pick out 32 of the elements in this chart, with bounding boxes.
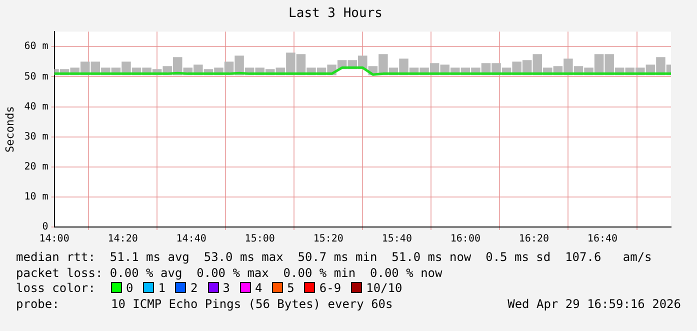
text: 6-9 — [319, 281, 342, 295]
chart-title: Last 3 Hours — [288, 6, 382, 22]
text: 10/10 — [366, 281, 402, 295]
text: probe: — [16, 296, 60, 312]
text: 4 — [254, 281, 262, 295]
x-tick-label: 16:00 — [450, 234, 480, 245]
y-tick-label: 30 m — [24, 131, 48, 142]
x-tick-label: 14:40 — [176, 234, 206, 245]
x-tick-label: 14:00 — [39, 234, 70, 245]
text: packet loss: 0.00 % avg 0.00 % max 0.00 % min 0.00 % now — [16, 266, 442, 280]
y-tick-label: 10 m — [24, 192, 48, 203]
text: 1 — [158, 281, 166, 295]
text: 0 — [126, 281, 134, 295]
y-tick-label: 0 — [42, 222, 48, 233]
text: Wed Apr 29 16:59:16 2026 — [508, 296, 681, 312]
text: median rtt: 51.1 ms avg 53.0 ms max 50.7 ms min 51.0 ms now 0.5 ms sd 107.6 am/s — [16, 250, 652, 264]
x-tick-label: 16:40 — [587, 234, 618, 245]
text: 3 — [222, 281, 230, 295]
x-tick-label: 16:20 — [518, 234, 549, 245]
text: 10 ICMP Echo Pings (56 Bytes) every 60s — [111, 296, 393, 310]
y-tick-label: 40 m — [24, 101, 48, 112]
text: loss color: — [16, 281, 96, 296]
y-axis-title: Seconds — [3, 106, 16, 152]
y-tick-label: 60 m — [24, 41, 48, 52]
x-tick-label: 14:20 — [108, 234, 138, 245]
y-tick-label: 50 m — [24, 71, 48, 82]
x-tick-label: 15:00 — [244, 234, 275, 245]
x-tick-label: 15:20 — [313, 234, 344, 245]
text: 2 — [190, 281, 198, 295]
y-tick-label: 20 m — [24, 161, 48, 172]
x-tick-label: 15:40 — [382, 234, 412, 245]
text: 5 — [287, 281, 294, 295]
